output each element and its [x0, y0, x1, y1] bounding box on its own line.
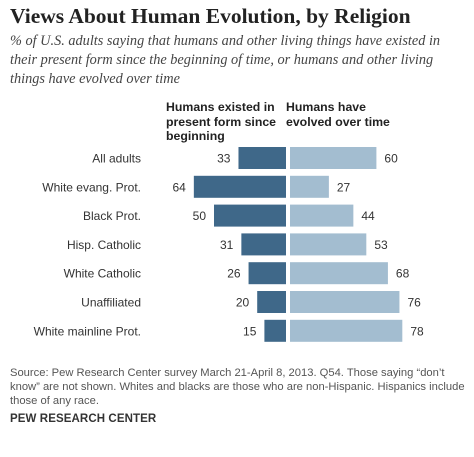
bar-evolved-all-adults [290, 147, 377, 169]
bar-evolved-hisp-catholic [290, 233, 367, 256]
legend-evolved-header: Humans have evolved over time [286, 100, 390, 129]
value-label-existed-white-mainline-prot: 15 [243, 324, 257, 338]
bar-evolved-black-prot [290, 204, 354, 227]
bar-existed-white-mainline-prot [264, 319, 286, 342]
value-label-evolved-black-prot: 44 [361, 209, 375, 223]
value-label-existed-all-adults: 33 [217, 152, 231, 166]
legend-existed-header: Humans existed in present form since beg… [166, 100, 277, 143]
bar-evolved-white-evang-prot [290, 175, 329, 198]
bar-existed-hisp-catholic [241, 233, 286, 256]
category-label-white-evang-prot: White evang. Prot. [42, 180, 141, 194]
bar-existed-white-evang-prot [193, 175, 286, 198]
value-label-existed-black-prot: 50 [193, 209, 207, 223]
bar-existed-black-prot [214, 204, 286, 227]
chart-title: Views About Human Evolution, by Religion [10, 4, 411, 28]
bar-existed-all-adults [238, 147, 286, 169]
value-label-evolved-white-evang-prot: 27 [337, 180, 351, 194]
value-label-existed-unaffiliated: 20 [236, 296, 250, 310]
bar-existed-unaffiliated [257, 291, 286, 313]
value-label-evolved-all-adults: 60 [384, 152, 398, 166]
value-label-existed-white-catholic: 26 [227, 267, 241, 281]
category-label-white-mainline-prot: White mainline Prot. [34, 324, 141, 338]
category-label-black-prot: Black Prot. [83, 209, 141, 223]
value-label-evolved-white-catholic: 68 [396, 267, 410, 281]
bar-evolved-white-mainline-prot [290, 319, 403, 342]
category-label-white-catholic: White Catholic [64, 267, 141, 281]
org-credit: PEW RESEARCH CENTER [10, 413, 157, 425]
value-label-evolved-hisp-catholic: 53 [374, 238, 388, 252]
category-label-hisp-catholic: Hisp. Catholic [67, 238, 141, 252]
source-note: Source: Pew Research Center survey March… [10, 367, 465, 407]
chart-subtitle: % of U.S. adults saying that humans and … [10, 33, 441, 87]
value-label-evolved-unaffiliated: 76 [407, 296, 421, 310]
value-label-existed-hisp-catholic: 31 [220, 238, 234, 252]
value-label-existed-white-evang-prot: 64 [172, 180, 186, 194]
value-label-evolved-white-mainline-prot: 78 [410, 324, 424, 338]
category-label-unaffiliated: Unaffiliated [81, 296, 141, 310]
bar-evolved-white-catholic [290, 262, 388, 285]
diverging-bar-chart: All adults 33 60 White evang. Prot. 64 27 Blac… [34, 147, 424, 342]
bar-evolved-unaffiliated [290, 291, 400, 313]
bar-existed-white-catholic [248, 262, 286, 285]
category-label-all-adults: All adults [92, 152, 141, 166]
